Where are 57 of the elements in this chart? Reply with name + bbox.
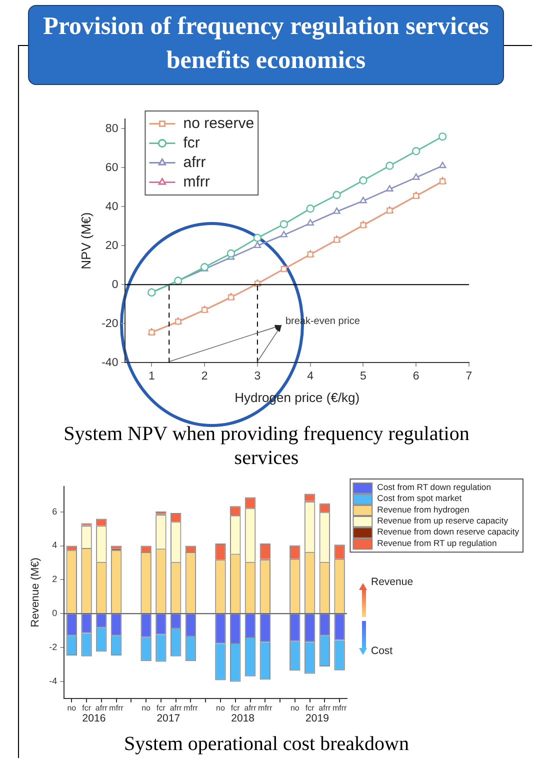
x-tick-label: 4 bbox=[307, 370, 314, 383]
x-tick-label: 5 bbox=[360, 370, 366, 383]
legend-label: Cost from RT down regulation bbox=[377, 482, 492, 492]
text: System NPV when providing frequency regulation services bbox=[62, 422, 470, 470]
x-tick-label: no bbox=[67, 703, 77, 712]
y-tick-label: 40 bbox=[105, 200, 118, 213]
legend-label: Revenue from hydrogen bbox=[377, 504, 470, 514]
x-tick-label: no bbox=[216, 703, 226, 712]
y-axis-title: NPV (M€) bbox=[78, 212, 94, 270]
text: Revenue bbox=[371, 576, 414, 588]
x-tick-label: 2 bbox=[201, 370, 208, 383]
x-tick-label: afrr bbox=[95, 703, 108, 712]
legend-label: mfrr bbox=[183, 173, 210, 190]
chart-title: Provision of frequency regulation services benefits economics bbox=[28, 5, 504, 85]
x-tick-label: no bbox=[290, 703, 300, 712]
x-tick-label: fcr bbox=[230, 703, 240, 712]
x-tick-label: mfrr bbox=[258, 703, 273, 712]
x-tick-label: afrr bbox=[170, 703, 182, 712]
legend-label: Revenue from up reserve capacity bbox=[377, 516, 509, 526]
x-tick-label: 1 bbox=[148, 370, 155, 383]
x-tick-label: afrr bbox=[318, 703, 332, 712]
y-tick-label: 80 bbox=[105, 122, 118, 135]
y-tick-label: 4 bbox=[52, 540, 58, 550]
y-tick-label: 2 bbox=[52, 574, 58, 584]
text: 2018 bbox=[231, 712, 255, 725]
x-tick-label: afrr bbox=[244, 703, 257, 712]
x-tick-label: fcr bbox=[82, 703, 92, 712]
y-tick-label: 0 bbox=[112, 278, 118, 291]
text: Cost bbox=[371, 645, 393, 657]
legend-label: Cost from spot market bbox=[377, 493, 462, 504]
y-tick-label: 20 bbox=[105, 240, 118, 252]
text: 2017 bbox=[156, 712, 180, 725]
y-tick-label: -20 bbox=[102, 318, 118, 330]
x-tick-label: fcr bbox=[305, 703, 315, 712]
text: 2016 bbox=[82, 712, 106, 725]
y-tick-label: 0 bbox=[52, 608, 58, 618]
legend-label: no reserve bbox=[183, 114, 254, 132]
y-tick-label: -4 bbox=[49, 676, 58, 686]
legend-label: Revenue from RT up regulation bbox=[377, 538, 497, 548]
x-tick-label: mfrr bbox=[184, 703, 198, 712]
x-tick-label: fcr bbox=[156, 703, 166, 712]
legend-label: afrr bbox=[183, 154, 206, 171]
x-tick-label: no bbox=[142, 703, 152, 712]
y-tick-label: 60 bbox=[105, 162, 118, 174]
y-tick-label: -2 bbox=[49, 642, 58, 652]
y-tick-label: -40 bbox=[102, 356, 118, 369]
x-tick-label: 6 bbox=[412, 370, 420, 383]
x-tick-label: 7 bbox=[466, 370, 472, 383]
text: System operational cost breakdown bbox=[123, 732, 410, 756]
legend-label: Revenue from down reserve capacity bbox=[377, 526, 520, 537]
x-tick-label: 3 bbox=[254, 370, 261, 383]
x-tick-label: mfrr bbox=[109, 703, 124, 712]
x-tick-label: mfrr bbox=[332, 703, 347, 712]
y-tick-label: 6 bbox=[52, 506, 58, 516]
text: 2019 bbox=[306, 712, 330, 725]
y-axis-title: Revenue (M€) bbox=[30, 558, 42, 628]
legend-label: fcr bbox=[183, 134, 200, 152]
